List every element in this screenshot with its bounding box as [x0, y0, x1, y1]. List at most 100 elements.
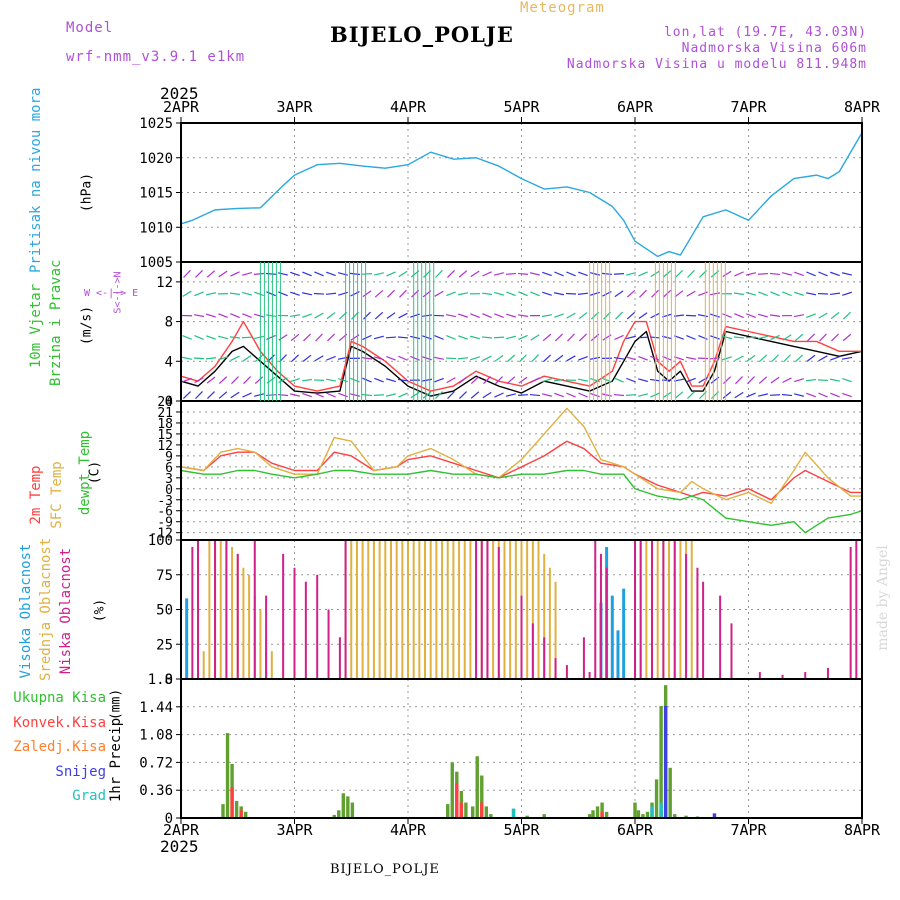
wind-arrow [494, 313, 504, 318]
legend-grad: Grad [72, 788, 106, 804]
wind-arrow [818, 355, 828, 362]
y-tick-label: 0.72 [139, 755, 173, 771]
wind-arrow [183, 269, 191, 278]
wind-arrow [482, 271, 492, 277]
wind-arrow [566, 271, 576, 277]
precip-bar [337, 810, 341, 818]
wind-arrow [722, 313, 732, 319]
wind-arrow [350, 377, 360, 383]
wind-arrow [794, 333, 804, 342]
wind-arrow [337, 356, 349, 360]
wind-arrow [783, 354, 791, 363]
wind-arrow [386, 393, 396, 397]
wind-arrow [626, 377, 636, 383]
wind-arrow [553, 292, 565, 296]
wind-arrow [674, 391, 684, 399]
wind-arrow [434, 377, 444, 383]
wind-arrow [193, 314, 205, 318]
y-tick-label: 25 [156, 637, 173, 653]
wind-arrow [722, 376, 732, 385]
wind-arrow [470, 270, 480, 278]
series-line-dewpt-temp [180, 469, 863, 534]
footer-station: BIJELO_POLJE [330, 862, 440, 877]
meteogram-label: Meteogram [520, 0, 605, 16]
wind-arrow [637, 336, 649, 339]
wind-arrow [687, 269, 695, 278]
wind-arrow [482, 355, 492, 362]
wind-arrow [769, 272, 781, 276]
wind-arrow [422, 335, 432, 340]
legend-snijeg: Snijeg [55, 763, 106, 780]
wind-arrow [698, 334, 708, 340]
wind-arrow [326, 392, 336, 398]
wind-arrow [734, 313, 744, 319]
wind-arrow [519, 354, 527, 363]
wind-arrow [290, 271, 300, 277]
x-tick-label-top: 3APR [276, 98, 313, 116]
precip-bar [595, 806, 600, 818]
precip-bar [636, 810, 641, 818]
wind-arrow [517, 272, 529, 275]
wind-arrow [253, 335, 265, 340]
wind-arrow [207, 391, 215, 399]
wind-arrow [506, 291, 516, 297]
wind-arrow [314, 271, 324, 277]
y-tick-label: 18 [157, 417, 173, 432]
x-tick-label-bottom: 4APR [390, 821, 427, 839]
wind-arrow [566, 312, 576, 319]
y-tick-label: 3 [165, 472, 173, 487]
model-name: wrf-nmm_v3.9.1 e1km [66, 49, 246, 65]
wind-arrow [435, 269, 443, 278]
wind-arrow [254, 393, 264, 397]
altitude-label: Nadmorska Visina 606m [681, 41, 867, 56]
wind-arrow [806, 392, 816, 398]
wind-arrow [530, 291, 540, 297]
precip-bar [484, 806, 489, 818]
wind-arrow [794, 291, 804, 296]
wind-arrow [746, 354, 756, 362]
precip-bar [480, 775, 484, 818]
precip-bar [464, 802, 468, 818]
wind-arrow [687, 391, 695, 399]
wind-arrow [181, 356, 193, 360]
wind-arrow [829, 292, 841, 296]
wind-arrow [302, 271, 312, 277]
wind-arrow [470, 356, 480, 361]
wind-arrow [195, 391, 203, 400]
wind-arrow [505, 272, 517, 275]
wind-arrow [242, 272, 252, 276]
precip-bar [600, 802, 604, 818]
y-tick-label: 0 [165, 394, 173, 410]
wind-arrow [746, 392, 756, 398]
x-tick-label-bottom: 3APR [276, 821, 313, 839]
wind-arrow [590, 272, 600, 276]
wind-arrow [709, 292, 721, 296]
wind-arrow [626, 290, 636, 298]
wind-arrow [506, 354, 516, 363]
wind-arrow [819, 333, 827, 342]
wind-arrow [579, 333, 587, 342]
wind-arrow [435, 391, 443, 399]
wind-arrow [686, 290, 696, 297]
wind-arrow [302, 354, 312, 362]
wind-arrow [830, 392, 840, 398]
wind-arrow [842, 378, 852, 383]
precip-bar [239, 810, 243, 818]
wind-arrow [494, 272, 504, 276]
y-tick-label: 1010 [139, 220, 173, 236]
wind-arrow [614, 377, 624, 383]
precip-bar [641, 814, 645, 818]
wind-arrow [374, 377, 384, 383]
wind-arrow [531, 354, 539, 363]
wind-arrow [807, 333, 815, 342]
x-tick-label-bottom: 8APR [844, 821, 881, 839]
wind-arrow [698, 291, 708, 297]
wind-arrow [817, 379, 829, 382]
wind-arrow [674, 290, 684, 298]
wind-arrow [338, 392, 348, 398]
x-tick-label-bottom: 6APR [617, 821, 654, 839]
wind-arrow [338, 378, 348, 383]
wind-arrow [614, 334, 624, 341]
wind-arrow [746, 313, 756, 318]
wind-arrow [710, 335, 720, 340]
